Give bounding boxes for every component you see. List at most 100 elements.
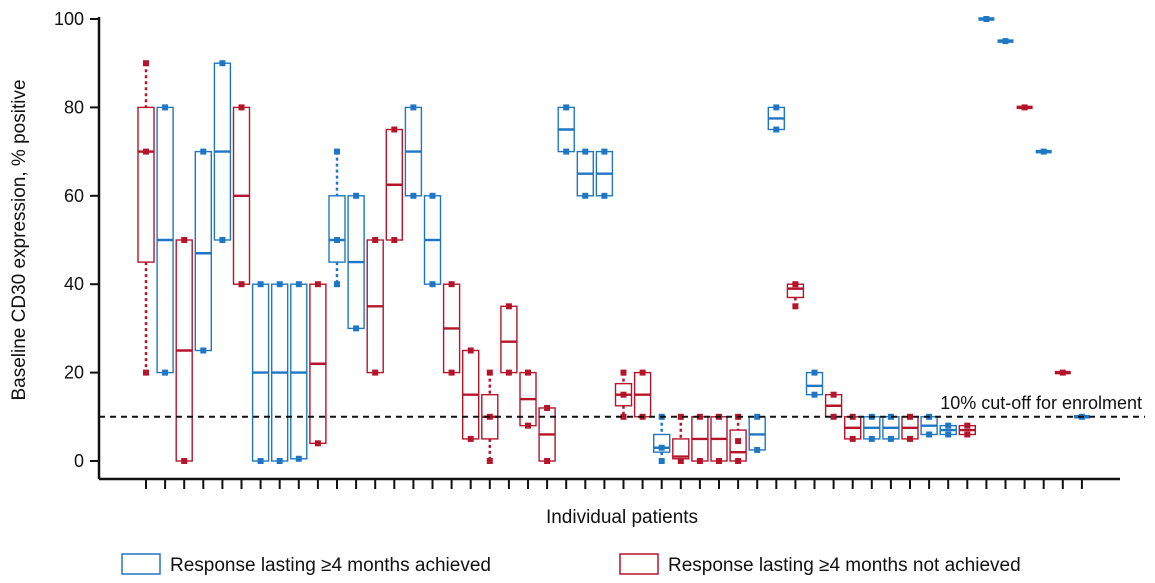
cutoff-reference-label: 10% cut-off for enrolment <box>940 393 1142 413</box>
box <box>137 106 155 263</box>
data-point <box>945 431 952 438</box>
data-point <box>754 413 761 420</box>
data-point <box>525 422 531 429</box>
patient-box-22 <box>538 404 556 464</box>
data-point <box>334 237 340 243</box>
data-point <box>391 126 398 133</box>
data-point <box>773 126 780 133</box>
patient-box-15 <box>404 104 423 199</box>
patient-box-38 <box>844 413 862 442</box>
patient-box-8 <box>271 281 289 464</box>
data-point <box>849 435 856 442</box>
data-point <box>486 458 493 464</box>
data-point <box>601 148 608 155</box>
box <box>328 195 346 263</box>
data-point <box>143 148 149 155</box>
data-point <box>677 458 684 464</box>
patient-box-12 <box>347 192 365 332</box>
patient-box-3 <box>175 237 193 464</box>
data-point <box>735 458 742 464</box>
data-point <box>162 369 169 376</box>
y-tick-label: 60 <box>64 186 84 206</box>
patient-box-16 <box>423 192 442 288</box>
y-tick-label: 80 <box>64 97 84 117</box>
patient-box-41 <box>901 413 919 442</box>
patient-box-29 <box>672 413 690 464</box>
patient-box-4 <box>194 148 213 354</box>
box <box>194 150 213 352</box>
data-point <box>219 60 226 67</box>
data-point <box>334 281 340 288</box>
patient-box-9 <box>290 281 308 462</box>
data-point <box>1021 104 1028 111</box>
data-point <box>276 458 283 464</box>
data-point <box>1002 38 1009 45</box>
y-tick-label: 40 <box>64 274 84 294</box>
data-point <box>601 192 608 199</box>
data-point <box>276 281 283 288</box>
box <box>500 305 518 374</box>
data-point <box>219 237 226 243</box>
patient-box-45 <box>978 16 995 22</box>
data-point <box>658 458 665 464</box>
data-point <box>926 431 933 438</box>
legend: Response lasting ≥4 months achieved Resp… <box>121 553 1021 576</box>
data-point <box>945 422 952 429</box>
data-point <box>868 435 875 442</box>
data-point <box>372 237 379 243</box>
data-point <box>563 148 570 155</box>
data-point <box>792 303 799 310</box>
data-point <box>314 440 321 447</box>
patient-box-49 <box>1054 369 1071 376</box>
data-point <box>1040 148 1047 155</box>
patient-box-31 <box>710 413 728 464</box>
data-point <box>429 192 436 199</box>
data-point <box>372 369 379 376</box>
patient-box-2 <box>156 104 174 376</box>
data-point <box>410 104 417 111</box>
patient-box-47 <box>1016 104 1033 111</box>
data-point <box>353 192 360 199</box>
patient-box-32 <box>729 413 747 464</box>
y-tick-label: 0 <box>74 451 84 471</box>
data-point <box>696 458 703 464</box>
patient-box-36 <box>805 369 824 398</box>
patient-box-18 <box>462 347 480 442</box>
data-point <box>467 435 474 442</box>
data-point <box>429 281 436 288</box>
legend-label-achieved: Response lasting ≥4 months achieved <box>170 555 491 576</box>
data-point <box>295 281 302 288</box>
data-point <box>544 458 551 464</box>
patient-box-33 <box>748 413 766 453</box>
data-point <box>964 422 971 429</box>
patient-box-21 <box>519 369 537 429</box>
patient-box-20 <box>500 303 518 376</box>
data-point <box>620 413 627 420</box>
data-point <box>238 281 245 288</box>
patient-box-13 <box>366 237 384 376</box>
data-point <box>754 446 761 453</box>
patient-box-25 <box>595 148 614 199</box>
data-point <box>639 369 646 376</box>
patient-box-48 <box>1035 148 1052 155</box>
legend-swatch-achieved <box>121 553 161 575</box>
patient-box-34 <box>767 104 785 133</box>
patient-box-11 <box>328 148 346 288</box>
data-point <box>887 435 894 442</box>
y-axis-ticks: 0 20 40 60 80 100 <box>54 9 99 471</box>
data-point <box>448 281 455 288</box>
data-point <box>582 192 589 199</box>
data-point <box>162 104 169 111</box>
y-tick-label: 20 <box>64 363 84 383</box>
patient-box-43 <box>939 422 957 438</box>
y-axis-title: Baseline CD30 expression, % positive <box>9 79 30 400</box>
data-point <box>677 413 684 420</box>
data-point <box>448 369 455 376</box>
data-point <box>334 148 340 155</box>
data-point <box>563 104 570 111</box>
patient-box-26 <box>614 369 633 420</box>
data-point <box>353 325 360 332</box>
patient-box-17 <box>442 281 461 376</box>
data-point <box>486 369 493 376</box>
x-axis-ticks <box>145 479 1083 489</box>
